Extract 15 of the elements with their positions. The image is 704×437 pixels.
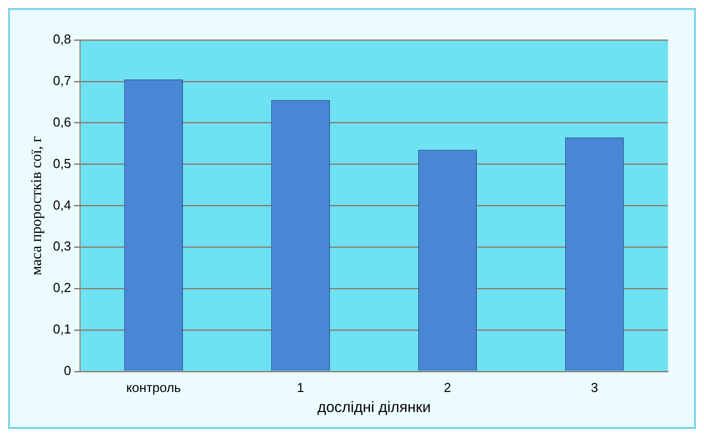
x-tick-label: 1 [296,380,304,395]
x-tick-label: контроль [126,380,182,395]
y-tick-label: 0,1 [52,322,72,337]
x-tick-label: 3 [590,380,598,395]
y-tick-label: 0,3 [52,238,72,254]
y-tick-label: 0,7 [52,73,72,88]
y-tick-label: 0,6 [52,114,72,130]
y-tick-label: 0,2 [52,280,72,296]
y-axis-title: маса проростків сої, г [28,136,45,276]
y-tick-label: 0,8 [52,32,72,47]
x-axis-title: дослідні ділянки [317,399,431,416]
y-tick-label: 0 [64,362,72,378]
x-tick-label: 2 [444,380,452,395]
y-tick-label: 0,5 [52,156,72,171]
y-tick-label: 0,4 [52,197,72,212]
